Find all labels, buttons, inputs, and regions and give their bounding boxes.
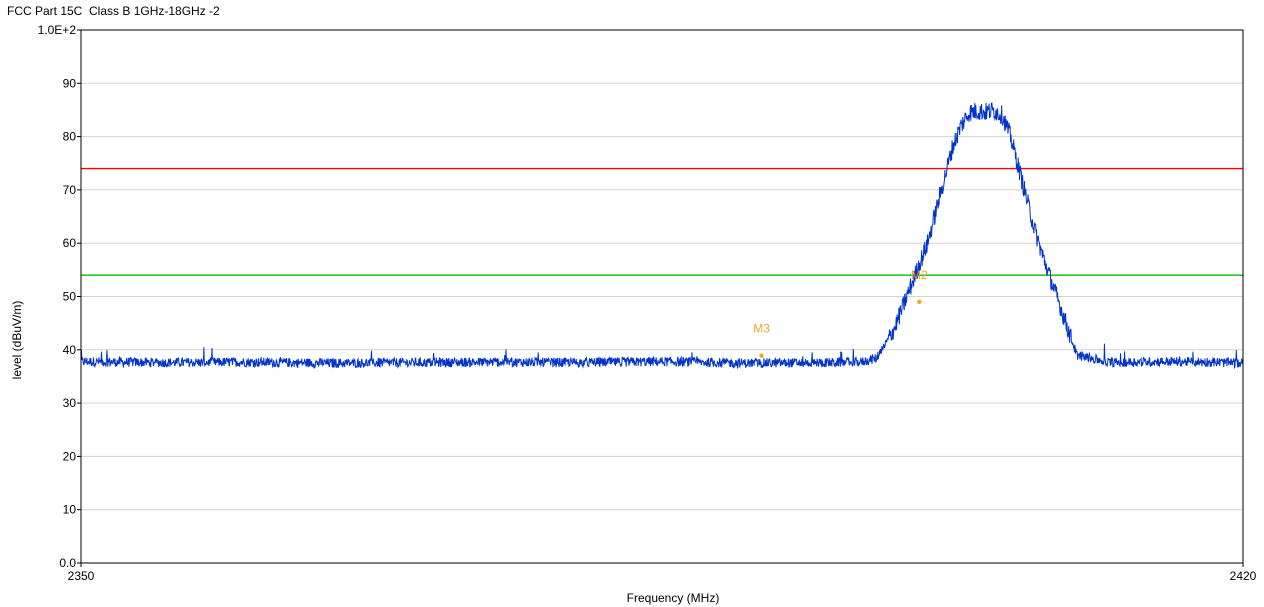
y-tick-label: 50 xyxy=(63,290,77,304)
spectrum-trace xyxy=(80,101,1244,370)
marker-point-m2 xyxy=(917,299,922,305)
trace-layer xyxy=(80,101,1244,370)
y-tick-label: 80 xyxy=(63,130,77,144)
y-axis-label: level (dBuV/m) xyxy=(10,301,24,380)
x-axis-label: Frequency (MHz) xyxy=(627,591,720,605)
plot-frame xyxy=(80,29,1244,564)
y-tick-label: 0.0 xyxy=(59,556,76,570)
marker-label-m2: M2 xyxy=(911,268,928,282)
limit-lines xyxy=(81,167,1243,276)
grid xyxy=(81,82,1243,511)
y-tick-label: 30 xyxy=(63,396,77,410)
chart-title: FCC Part 15C Class B 1GHz-18GHz -2 xyxy=(7,4,220,18)
axes: 0.0 10 20 30 40 50 60 70 80 90 1.0E+2 2350 2420 xyxy=(38,23,1257,583)
y-tick-label: 10 xyxy=(63,503,77,517)
marker-label-m3: M3 xyxy=(753,322,770,336)
markers-layer: M3 M2 xyxy=(753,268,928,358)
y-tick-label: 60 xyxy=(63,236,77,250)
y-tick-label: 1.0E+2 xyxy=(38,23,77,37)
x-tick-label: 2350 xyxy=(68,569,95,583)
y-tick-label: 20 xyxy=(63,449,77,463)
marker-point-m3 xyxy=(759,353,764,358)
y-tick-label: 40 xyxy=(63,343,77,357)
y-tick-label: 90 xyxy=(63,76,77,90)
y-tick-label: 70 xyxy=(63,183,77,197)
x-tick-label: 2420 xyxy=(1230,569,1257,583)
